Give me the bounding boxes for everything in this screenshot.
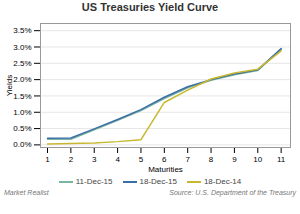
svg-text:7: 7 bbox=[185, 155, 190, 164]
html-text:11-Dec-15: 11-Dec-15 bbox=[75, 177, 113, 186]
svg-text:8: 8 bbox=[209, 155, 214, 164]
svg-text:3.0%: 3.0% bbox=[13, 43, 31, 52]
svg-text:9: 9 bbox=[232, 155, 237, 164]
svg-text:3: 3 bbox=[92, 155, 97, 164]
svg-text:1: 1 bbox=[45, 155, 50, 164]
html-text:US Treasuries Yield Curve: US Treasuries Yield Curve bbox=[81, 1, 219, 13]
svg-text:10: 10 bbox=[253, 155, 262, 164]
html-text:18-Dec-15: 18-Dec-15 bbox=[139, 177, 177, 186]
html-text:18-Dec-14: 18-Dec-14 bbox=[203, 177, 242, 186]
svg-text:0.5%: 0.5% bbox=[13, 124, 31, 133]
svg-text:1.5%: 1.5% bbox=[13, 92, 31, 101]
svg-text:2.5%: 2.5% bbox=[13, 59, 31, 68]
svg-text:6: 6 bbox=[162, 155, 167, 164]
svg-text:4: 4 bbox=[115, 155, 120, 164]
svg-text:1.0%: 1.0% bbox=[13, 108, 31, 117]
svg-text:2.0%: 2.0% bbox=[13, 75, 31, 84]
html-text:Market Realist: Market Realist bbox=[4, 189, 49, 196]
svg-text:0.0%: 0.0% bbox=[13, 140, 31, 149]
svg-text:Yields: Yields bbox=[5, 75, 14, 97]
svg-text:3.5%: 3.5% bbox=[13, 26, 31, 35]
svg-text:5: 5 bbox=[139, 155, 144, 164]
svg-text:Maturities: Maturities bbox=[148, 165, 183, 174]
html-text:Source: U.S. Department of the: Source: U.S. Department of the Treasury bbox=[169, 189, 296, 196]
svg-text:2: 2 bbox=[69, 155, 74, 164]
svg-text:11: 11 bbox=[277, 155, 286, 164]
